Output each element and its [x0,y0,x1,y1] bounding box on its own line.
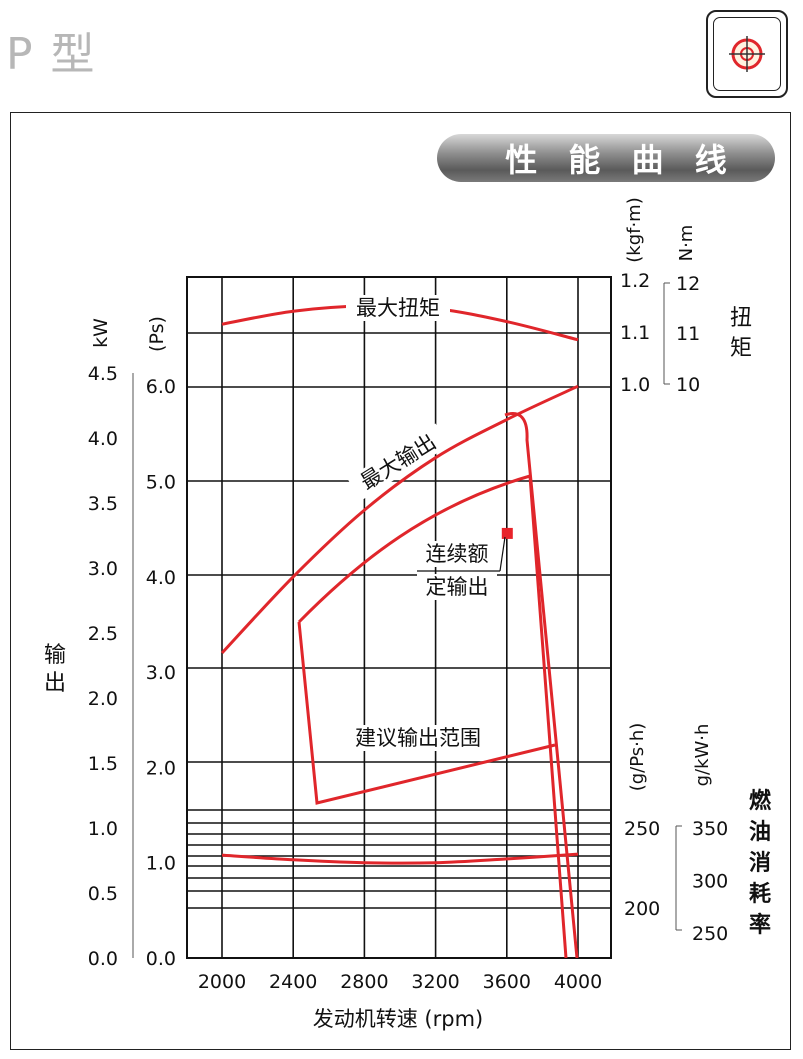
ps-unit: (Ps) [146,316,168,352]
kw-tick-label: 0.0 [88,948,118,970]
x-tick-label: 2800 [340,971,388,993]
ps-tick-label: 4.0 [146,567,176,589]
continuous-label-line2-group: 定输出 [417,574,497,600]
kw-tick-label: 1.5 [88,753,118,775]
continuous-rating-marker [501,527,513,539]
kw-tick-label: 3.0 [88,558,118,580]
nm-tick-label: 10 [676,374,700,396]
crosshair-circle-icon [729,36,765,72]
page-title: P 型 [6,29,97,80]
chart-grid [132,276,682,959]
fuel-label-char: 消 [749,851,771,876]
x-tick-label: 3200 [411,971,459,993]
kw-tick-label: 4.0 [88,428,118,450]
kw-tick-label: 0.5 [88,883,118,905]
continuous-label-line1: 连续额 [426,542,489,566]
kgfm-tick-label: 1.2 [620,270,650,292]
fuel-label-char: 油 [749,820,771,845]
chart-curves [220,304,579,959]
kw-tick-label: 1.0 [88,818,118,840]
recommended-range-outline [297,621,556,805]
kgfm-unit: (kgf·m) [624,197,645,263]
ps-tick-label: 2.0 [146,757,176,779]
kgfm-tick-label: 1.0 [620,374,650,396]
continuous-label-line2-bg [417,574,497,600]
x-tick-label: 2400 [269,971,317,993]
fuel-consumption-curve [221,852,579,865]
torque-label-char2: 矩 [730,336,752,361]
fuel-label-char: 率 [749,912,771,938]
fuel-label-char: 耗 [749,881,771,907]
ps-tick-label: 3.0 [146,662,176,684]
governor-line [504,412,579,959]
max-output-label-group: 最大输出 [347,423,450,501]
x-tick-label: 2000 [198,971,246,993]
kw-tick-label: 3.5 [88,493,118,515]
kw-tick-label: 2.0 [88,688,118,710]
logo-frame [713,17,781,91]
nm-unit: N·m [676,225,697,262]
output-label-char1: 输 [44,643,66,668]
logo-button[interactable] [706,10,788,98]
x-tick-label: 3600 [483,971,531,993]
max-torque-label-bg [346,295,450,321]
recommended-range-label: 建议输出范围 [355,726,481,750]
x-axis-title: 发动机转速 (rpm) [313,1007,483,1031]
gkwh-tick-label: 300 [692,871,728,893]
chart-banner: 性 能 曲 线 [437,134,775,182]
nm-tick-label: 11 [676,323,700,345]
recommended-range-label-bg [343,725,493,751]
torque-label-char1: 扭 [730,306,752,331]
chart-frame [10,112,791,1050]
x-tick-label: 4000 [554,971,602,993]
ps-tick-label: 6.0 [146,376,176,398]
continuous-label-line2: 定输出 [426,575,489,599]
max-torque-label-group: 最大扭矩 [346,295,450,321]
gpsh-tick-label: 250 [624,818,660,840]
gkwh-tick-label: 250 [692,923,728,945]
kw-tick-label: 2.5 [88,623,118,645]
nm-tick-label: 12 [676,273,700,295]
ps-tick-label: 1.0 [146,853,176,875]
plot-area [186,276,612,959]
max-output-label-bg [347,423,450,501]
gkwh-unit: g/kW·h [692,724,713,787]
ps-tick-label: 0.0 [146,948,176,970]
gpsh-unit: (g/Ps·h) [627,723,648,792]
fuel-label-char: 燃 [749,788,772,814]
gkwh-tick-label: 350 [692,818,728,840]
chart-labels: 2000 2400 2800 3200 3600 4000 发动机转速 (rpm) 4.5 4.… [44,197,772,1031]
continuous-output-curve [297,474,568,959]
max-output-curve [220,384,579,655]
max-torque-label: 最大扭矩 [356,296,440,320]
gpsh-tick-label: 200 [624,898,660,920]
kgfm-tick-label: 1.1 [620,322,650,344]
annotation-leader [499,536,506,572]
kw-tick-label: 4.5 [88,363,118,385]
continuous-label-line1-group: 连续额 [417,541,497,567]
recommended-range-label-group: 建议输出范围 [343,725,493,751]
continuous-label-line1-bg [417,541,497,567]
ps-tick-label: 5.0 [146,472,176,494]
kw-unit: kW [90,318,112,348]
output-label-char2: 出 [44,671,66,696]
